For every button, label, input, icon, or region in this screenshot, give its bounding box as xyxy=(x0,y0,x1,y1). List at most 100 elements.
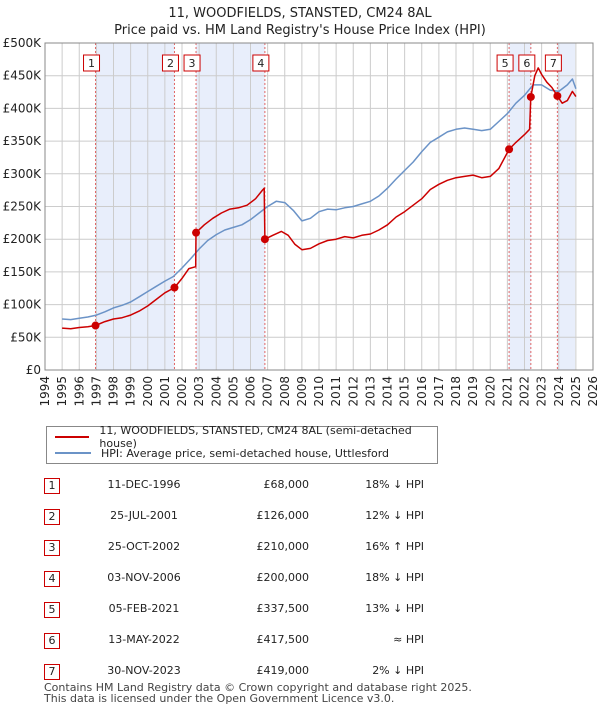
hpi-line xyxy=(62,78,577,321)
x-tick-label: 2014 xyxy=(381,376,395,407)
sale-point xyxy=(505,145,514,154)
x-tick-label: 2025 xyxy=(569,376,583,407)
x-tick-label: 2003 xyxy=(192,376,206,407)
sale-number-box xyxy=(183,54,201,72)
legend-item-hpi: HPI: Average price, semi-detached house,… xyxy=(55,445,389,461)
x-tick-label: 2013 xyxy=(363,376,377,407)
table-row: 6 13-MAY-2022 £417,500 ≈ HPI xyxy=(44,625,444,656)
sale-number-label: 4 xyxy=(252,54,270,72)
sale-point xyxy=(192,228,201,237)
sale-point xyxy=(170,283,179,292)
sale-price: £337,500 xyxy=(256,602,310,615)
sale-number-box xyxy=(496,54,514,72)
x-tick-label: 2001 xyxy=(158,376,172,407)
sale-date: 03-NOV-2006 xyxy=(107,571,181,584)
legend-label-property: 11, WOODFIELDS, STANSTED, CM24 8AL (semi… xyxy=(99,424,412,450)
sale-number-box xyxy=(252,54,270,72)
x-tick-label: 2011 xyxy=(329,376,343,407)
x-tick-label: 2007 xyxy=(261,376,275,407)
footer-licence: This data is licensed under the Open Gov… xyxy=(44,692,395,705)
sale-point xyxy=(526,92,535,101)
legend: 11, WOODFIELDS, STANSTED, CM24 8AL (semi… xyxy=(46,424,438,464)
y-tick-label: £0 xyxy=(26,363,41,377)
sale-hpi-comparison: 18% ↓ HPI xyxy=(365,478,424,491)
property-price-line xyxy=(62,67,577,330)
chart-subtitle: Price paid vs. HM Land Registry's House … xyxy=(114,23,486,38)
sale-hpi-comparison: 18% ↓ HPI xyxy=(365,571,424,584)
sale-date: 30-NOV-2023 xyxy=(107,664,181,677)
sale-point xyxy=(91,321,100,330)
x-tick-label: 2015 xyxy=(398,376,412,407)
x-tick-label: 2012 xyxy=(346,376,360,407)
sale-number-text: 3 xyxy=(189,57,196,70)
table-row: 4 03-NOV-2006 £200,000 18% ↓ HPI xyxy=(44,563,444,594)
sale-hpi-comparison: ≈ HPI xyxy=(393,633,424,646)
y-tick-label: £300K xyxy=(3,167,43,181)
x-tick-label: 1998 xyxy=(107,376,121,407)
table-row: 3 25-OCT-2002 £210,000 16% ↑ HPI xyxy=(44,532,444,563)
axes: £0 £50K £100K £150K £200K £250K £300K £350K £400… xyxy=(3,36,600,407)
sale-point xyxy=(260,235,269,244)
legend-label-hpi: HPI: Average price, semi-detached house,… xyxy=(101,446,390,460)
price-chart: 11, WOODFIELDS, STANSTED, CM24 8AL Price… xyxy=(3,6,600,407)
footer: Contains HM Land Registry data © Crown c… xyxy=(44,682,472,704)
sale-hpi-comparison: 16% ↑ HPI xyxy=(365,540,424,553)
sale-number-labels: 1 2 3 4 5 6 7 xyxy=(83,54,562,72)
x-tick-label: 2020 xyxy=(483,376,497,407)
sale-number-badge: 7 xyxy=(44,664,60,680)
transactions-table: 1 11-DEC-1996 £68,000 18% ↓ HPI 2 25-JUL… xyxy=(44,470,444,687)
x-tick-label: 2018 xyxy=(449,376,463,407)
x-tick-label: 1999 xyxy=(124,376,138,407)
sale-hpi-comparison: 12% ↓ HPI xyxy=(365,509,424,522)
x-tick-label: 2004 xyxy=(209,376,223,407)
sale-date: 05-FEB-2021 xyxy=(108,602,180,615)
chart-title: 11, WOODFIELDS, STANSTED, CM24 8AL xyxy=(168,6,432,21)
sale-number-label: 7 xyxy=(544,54,562,72)
sale-price: £419,000 xyxy=(256,664,310,677)
sale-number-box xyxy=(83,54,101,72)
sale-date: 13-MAY-2022 xyxy=(108,633,180,646)
x-tick-label: 2024 xyxy=(552,376,566,407)
series-lines xyxy=(62,67,577,330)
sale-number-label: 2 xyxy=(161,54,179,72)
y-tick-label: £500K xyxy=(3,36,43,50)
plot-frame xyxy=(44,42,594,371)
y-tick-label: £450K xyxy=(3,69,43,83)
sale-number-badge: 4 xyxy=(44,571,60,587)
x-tick-label: 1997 xyxy=(89,376,103,407)
sale-price: £200,000 xyxy=(256,571,310,584)
y-tick-label: £100K xyxy=(3,298,43,312)
sale-number-badge: 1 xyxy=(44,478,60,494)
sale-price: £68,000 xyxy=(263,478,310,491)
table-row: 7 30-NOV-2023 £419,000 2% ↓ HPI xyxy=(44,656,444,687)
sale-number-badge: 3 xyxy=(44,540,60,556)
sale-number-box xyxy=(544,54,562,72)
sale-number-label: 1 xyxy=(83,54,101,72)
x-tick-label: 2019 xyxy=(466,376,480,407)
sale-number-label: 6 xyxy=(518,54,536,72)
sale-number-text: 5 xyxy=(502,57,509,70)
x-tick-label: 2005 xyxy=(226,376,240,407)
y-tick-label: £350K xyxy=(3,134,43,148)
x-tick-label: 2008 xyxy=(278,376,292,407)
x-tick-label: 1996 xyxy=(72,376,86,407)
x-tick-label: 2021 xyxy=(500,376,514,407)
sale-number-badge: 2 xyxy=(44,509,60,525)
table-row: 1 11-DEC-1996 £68,000 18% ↓ HPI xyxy=(44,470,444,501)
y-tick-label: £50K xyxy=(10,330,42,344)
legend-swatch-hpi xyxy=(55,452,91,454)
x-tick-label: 2000 xyxy=(141,376,155,407)
y-tick-label: £200K xyxy=(3,232,43,246)
sale-hpi-comparison: 2% ↓ HPI xyxy=(372,664,424,677)
x-tick-label: 1995 xyxy=(55,376,69,407)
x-tick-label: 2002 xyxy=(175,376,189,407)
sale-number-text: 1 xyxy=(88,57,95,70)
sale-number-text: 4 xyxy=(257,57,264,70)
sale-number-label: 3 xyxy=(183,54,201,72)
sale-number-badge: 6 xyxy=(44,633,60,649)
sale-number-badge: 5 xyxy=(44,602,60,618)
sale-price: £417,500 xyxy=(256,633,310,646)
y-tick-label: £150K xyxy=(3,265,43,279)
sale-price: £126,000 xyxy=(256,509,310,522)
sale-hpi-comparison: 13% ↓ HPI xyxy=(365,602,424,615)
